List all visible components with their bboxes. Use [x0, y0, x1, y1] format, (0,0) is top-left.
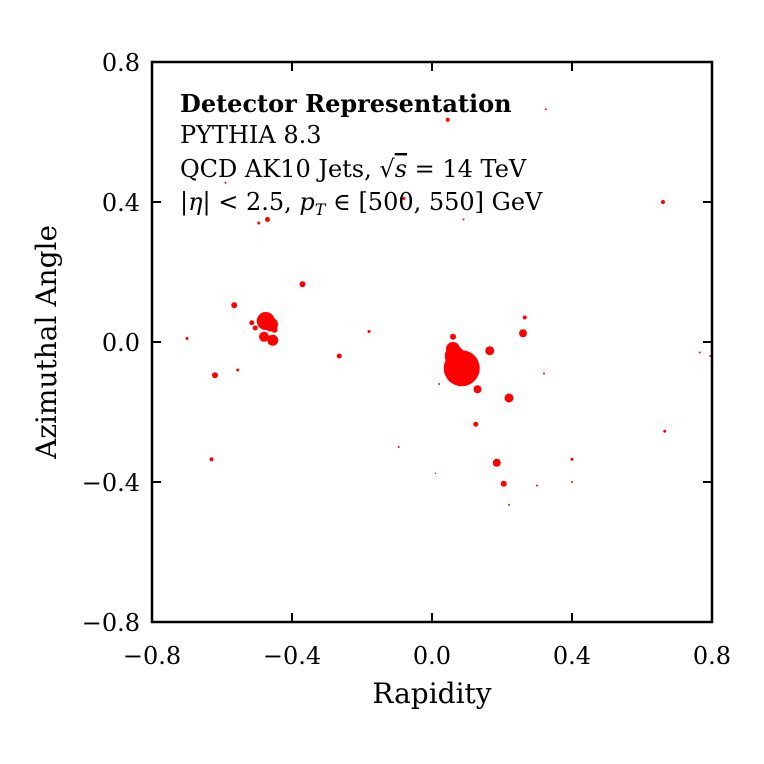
energy-deposit-point	[462, 218, 465, 221]
y-tick-label: 0.4	[102, 189, 140, 217]
axis-ticks	[151, 61, 713, 623]
energy-deposit-point	[252, 325, 258, 331]
energy-deposit-point	[544, 108, 547, 111]
energy-deposit-point	[458, 362, 476, 381]
energy-deposit-point	[492, 458, 501, 467]
energy-deposit-point	[445, 117, 450, 122]
y-tick-label: −0.8	[82, 609, 140, 637]
energy-deposit-point	[434, 472, 437, 475]
energy-deposit-point	[450, 333, 456, 340]
energy-deposit-point	[236, 368, 240, 372]
energy-deposit-point	[259, 331, 269, 342]
energy-deposit-point	[522, 315, 527, 320]
x-tick-label: −0.8	[123, 642, 181, 670]
energy-deposit-point	[271, 326, 278, 333]
y-tick-label: −0.4	[82, 469, 140, 497]
pt-symbol: p	[299, 188, 314, 216]
x-axis-title: Rapidity	[372, 677, 491, 710]
deposits-series	[185, 108, 712, 506]
eta-symbol: η	[188, 188, 203, 216]
energy-deposit-point	[397, 446, 400, 448]
energy-deposit-point	[519, 329, 527, 338]
y-tick-labels: 0.8 0.4 0.0 −0.4 −0.8	[82, 49, 140, 637]
sqrt-s-variable: s	[395, 155, 407, 183]
energy-deposit-point	[571, 481, 573, 483]
pt-subscript: T	[315, 200, 327, 219]
energy-deposit-point	[698, 351, 701, 354]
annotation-process: QCD AK10 Jets, √s = 14 TeV	[180, 155, 527, 183]
energy-deposit-point	[402, 197, 406, 200]
sqrt-symbol: √	[379, 155, 395, 183]
energy-deposit-point	[543, 372, 545, 375]
x-tick-label: −0.4	[263, 642, 321, 670]
annotation-title: Detector Representation	[180, 89, 512, 118]
energy-deposit-point	[536, 484, 538, 487]
annotation-cuts: |η| < 2.5, pT ∈ [500, 550] GeV	[180, 188, 543, 219]
y-axis-title: Azimuthal Angle	[30, 225, 63, 460]
y-tick-label: 0.0	[102, 329, 140, 357]
energy-deposit-point	[336, 353, 342, 359]
energy-deposit-point	[185, 337, 189, 340]
energy-deposit-point	[249, 320, 255, 326]
x-tick-labels: −0.8 −0.4 0.0 0.4 0.8	[123, 642, 731, 670]
energy-deposit-point	[224, 181, 227, 184]
annotation-generator: PYTHIA 8.3	[180, 121, 322, 149]
energy-deposit-point	[265, 217, 270, 222]
x-tick-label: 0.4	[553, 642, 591, 670]
energy-deposit-point	[209, 457, 214, 462]
pt-range: ∈ [500, 550] GeV	[325, 188, 543, 216]
energy-deposit-point	[661, 200, 665, 204]
cut-mid: | < 2.5,	[202, 188, 299, 217]
energy-deposit-point	[504, 393, 514, 403]
energy-deposit-point	[257, 221, 261, 225]
energy-deposit-point	[438, 383, 440, 385]
energy-deposit-point	[473, 421, 479, 427]
energy-deposit-point	[299, 281, 306, 288]
energy-deposit-point	[485, 346, 495, 356]
x-tick-label: 0.8	[693, 642, 731, 670]
energy-deposit-point	[231, 302, 238, 309]
energy-deposit-point	[212, 372, 218, 379]
cut-prefix: |	[180, 188, 188, 217]
process-prefix: QCD AK10 Jets,	[180, 155, 379, 183]
energy-deposit-point	[473, 385, 482, 394]
energy-deposit-point	[267, 334, 279, 346]
annotation-block: Detector Representation PYTHIA 8.3 QCD A…	[180, 89, 543, 219]
energy-deposit-point	[508, 503, 510, 506]
energy-suffix: = 14 TeV	[407, 155, 527, 183]
energy-deposit-point	[570, 457, 574, 461]
x-tick-label: 0.0	[413, 642, 451, 670]
energy-deposit-point	[367, 330, 371, 333]
energy-deposit-point	[446, 342, 460, 356]
energy-deposit-point	[500, 480, 507, 487]
y-tick-label: 0.8	[102, 49, 140, 77]
energy-deposit-point	[663, 429, 667, 433]
